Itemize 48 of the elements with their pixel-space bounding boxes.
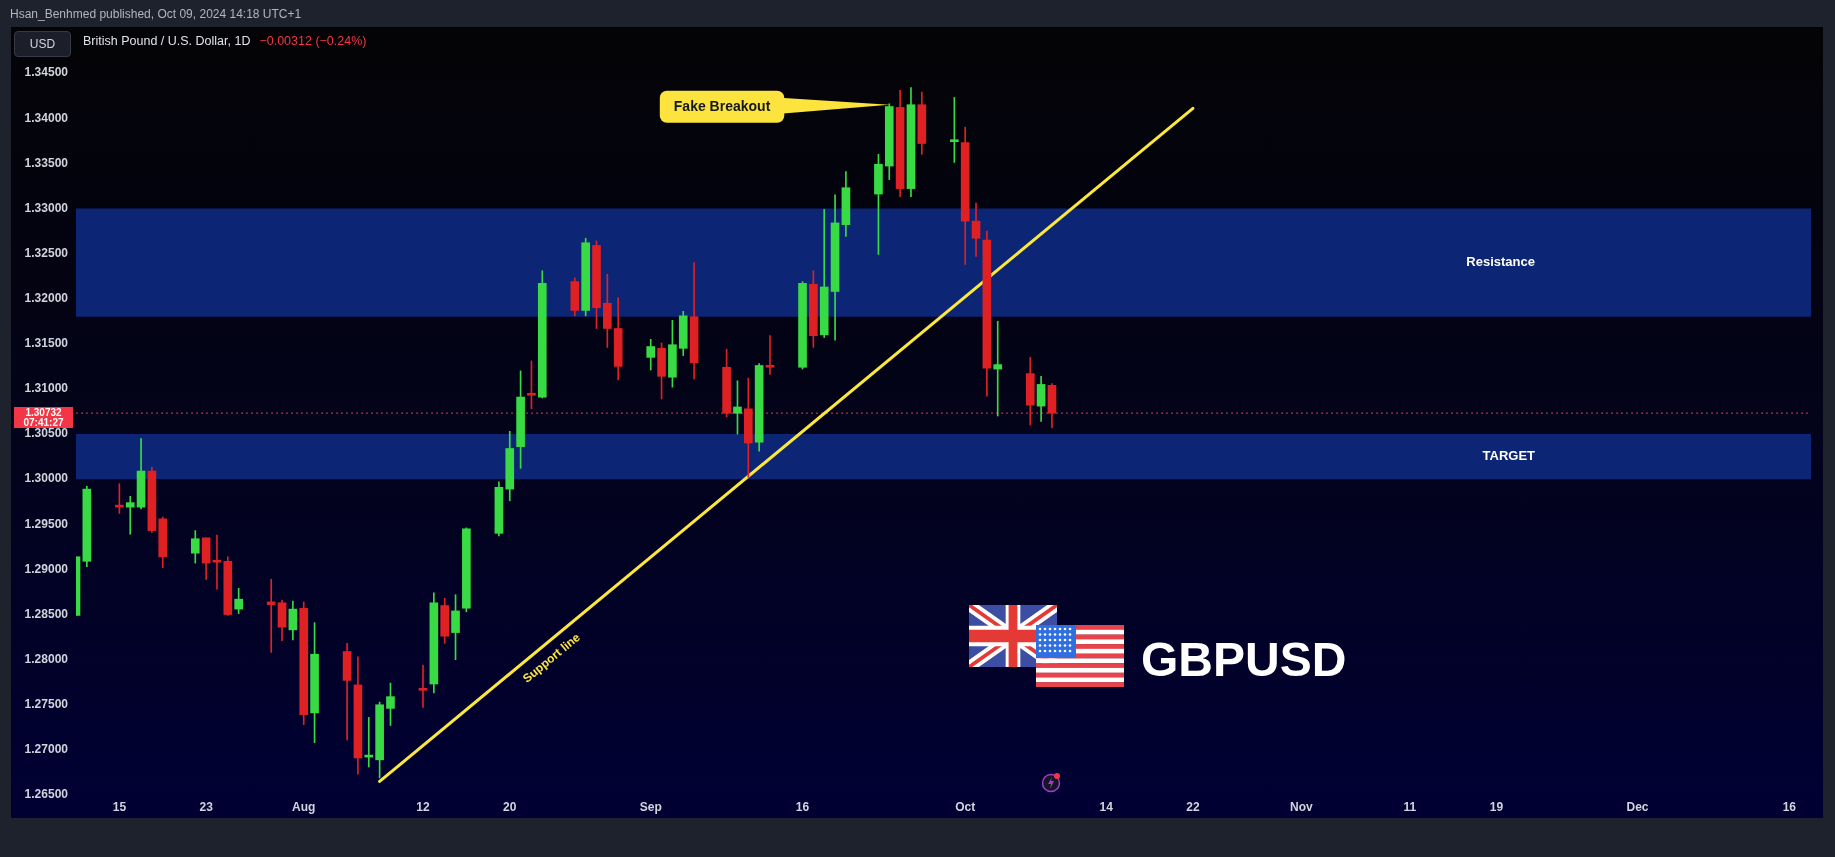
y-tick-label: 1.32500 xyxy=(24,245,69,260)
annotation: −0.00312 (−0.24%) xyxy=(259,34,367,48)
annotation: Fake Breakout xyxy=(673,97,771,114)
x-tick-label: Aug xyxy=(292,799,316,814)
candlestick xyxy=(765,335,775,375)
y-tick-label: 1.28500 xyxy=(24,606,69,621)
candlestick xyxy=(212,534,222,590)
y-tick-label: 1.27500 xyxy=(24,697,69,712)
text: Hsan_Benhmed published, Oct 09, 2024 14:18 UTC+1 xyxy=(10,6,302,22)
y-tick-label: 1.30500 xyxy=(24,426,69,441)
candlestick xyxy=(418,664,428,708)
y-tick-label: 1.26500 xyxy=(24,787,69,802)
y-tick-label: 1.29000 xyxy=(24,561,69,576)
x-tick-label: 20 xyxy=(503,799,517,814)
x-tick-label: 16 xyxy=(1782,799,1797,814)
x-tick-label: 12 xyxy=(416,799,430,814)
candlestick xyxy=(993,320,1003,417)
x-tick-label: 11 xyxy=(1403,799,1417,814)
x-tick-label: 23 xyxy=(199,799,214,814)
y-tick-label: 1.32000 xyxy=(24,291,69,306)
candlestick xyxy=(266,579,276,653)
x-tick-label: Nov xyxy=(1290,799,1313,814)
y-tick-label: 1.27000 xyxy=(24,742,69,757)
y-tick-label: 1.34500 xyxy=(24,65,69,80)
x-tick-label: 16 xyxy=(795,799,810,814)
text: British Pound / U.S. Dollar, 1D xyxy=(83,34,251,48)
currency-button: USD xyxy=(14,31,71,57)
band-label: Resistance xyxy=(1466,254,1535,270)
x-tick-label: 22 xyxy=(1186,799,1200,814)
x-tick-label: Oct xyxy=(955,799,976,814)
y-tick-label: 1.33000 xyxy=(24,200,69,215)
annotation: GBPUSD xyxy=(1141,633,1347,686)
ref-line-label: 1.30732 xyxy=(25,406,63,418)
x-tick-label: 14 xyxy=(1099,799,1114,814)
y-tick-label: 1.31000 xyxy=(24,381,69,396)
candlestick xyxy=(125,495,135,535)
x-tick-label: 15 xyxy=(112,799,127,814)
y-tick-label: 1.30000 xyxy=(24,471,69,486)
y-tick-label: 1.31500 xyxy=(24,336,69,351)
x-tick-label: Sep xyxy=(639,799,662,814)
band-label: TARGET xyxy=(1482,448,1536,464)
text: 07:41:27 xyxy=(23,416,64,428)
x-tick-label: Dec xyxy=(1626,799,1649,814)
x-tick-label: 19 xyxy=(1489,799,1504,814)
y-tick-label: 1.28000 xyxy=(24,651,69,666)
y-tick-label: 1.29500 xyxy=(24,516,69,531)
y-tick-label: 1.33500 xyxy=(24,155,69,170)
y-tick-label: 1.34000 xyxy=(24,110,69,125)
